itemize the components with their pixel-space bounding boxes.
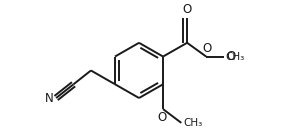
Text: CH₃: CH₃ bbox=[183, 118, 202, 128]
Text: O: O bbox=[158, 111, 167, 124]
Text: N: N bbox=[45, 91, 54, 104]
Text: O: O bbox=[183, 3, 192, 16]
Text: O: O bbox=[226, 50, 235, 63]
Text: CH₃: CH₃ bbox=[226, 52, 245, 62]
Text: O: O bbox=[202, 42, 212, 55]
